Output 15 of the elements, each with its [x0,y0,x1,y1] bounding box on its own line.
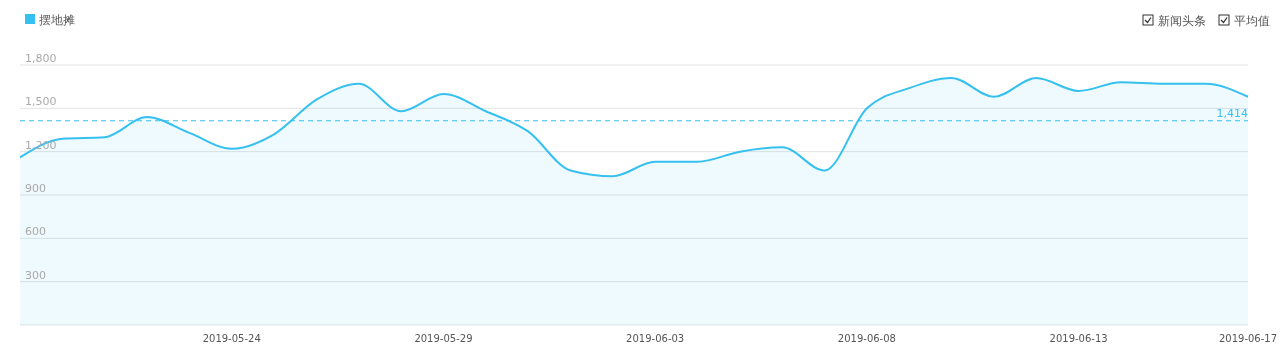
legend-label: 摆地摊 [39,13,75,27]
y-tick-label: 1,800 [25,52,57,65]
ref-line-label: 1,414 [1216,106,1248,120]
x-tick-label: 2019-05-29 [414,333,473,344]
y-tick-label: 900 [25,182,46,195]
text: 新闻头条 [1158,13,1206,28]
y-tick-label: 600 [25,225,46,239]
x-tick-label: 2019-06-13 [1049,333,1108,344]
x-tick-label: 2019-06-08 [837,333,896,344]
x-tick-label: 2019-06-03 [626,333,685,344]
text: 平均值 [1234,13,1270,28]
x-tick-label: 2019-05-24 [202,333,261,344]
y-tick-label: 1,500 [25,95,57,109]
y-tick-label: 300 [25,268,46,282]
x-tick-label: 2019-06-17 [1218,333,1278,344]
